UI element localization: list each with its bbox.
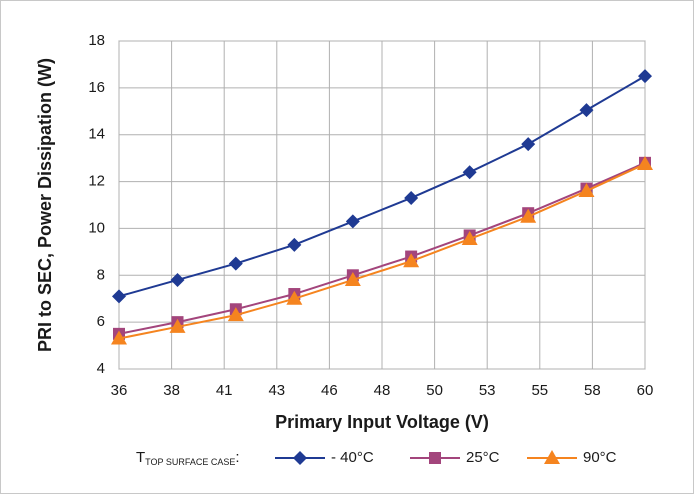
marker xyxy=(345,214,360,229)
x-tick-label: 58 xyxy=(584,382,601,399)
y-tick-label: 6 xyxy=(97,313,105,330)
x-tick-label: 46 xyxy=(321,382,338,399)
legend-title-main: T xyxy=(136,449,145,466)
y-tick-label: 16 xyxy=(88,79,105,96)
series-line xyxy=(118,163,646,340)
series-line xyxy=(118,161,646,335)
legend-title-suffix: : xyxy=(235,449,239,466)
legend-title: TTOP SURFACE CASE: xyxy=(136,449,240,467)
x-tick-label: 53 xyxy=(479,382,496,399)
x-tick-label: 36 xyxy=(111,382,128,399)
legend-marker xyxy=(544,450,560,464)
marker xyxy=(578,182,595,197)
x-tick-label: 43 xyxy=(268,382,285,399)
marker xyxy=(170,272,185,287)
x-tick-label: 60 xyxy=(637,382,654,399)
x-tick-label: 50 xyxy=(426,382,443,399)
x-tick-label: 38 xyxy=(163,382,180,399)
y-tick-label: 12 xyxy=(88,173,105,190)
marker xyxy=(403,253,420,268)
marker xyxy=(344,271,361,286)
marker xyxy=(111,330,127,345)
marker xyxy=(286,290,303,305)
marker xyxy=(287,237,302,252)
marker xyxy=(461,230,478,245)
marker xyxy=(112,289,126,304)
marker xyxy=(462,165,477,180)
legend-label: 90°C xyxy=(583,449,617,466)
y-tick-label: 4 xyxy=(97,360,105,377)
marker xyxy=(521,137,536,152)
marker xyxy=(637,156,653,170)
marker xyxy=(579,103,594,118)
y-tick-label: 10 xyxy=(88,219,105,236)
legend-title-subscript: TOP SURFACE CASE xyxy=(145,457,235,467)
marker xyxy=(520,208,537,223)
y-tick-label: 8 xyxy=(97,266,105,283)
x-tick-label: 41 xyxy=(216,382,233,399)
legend-label: 25°C xyxy=(466,449,500,466)
marker xyxy=(169,318,186,333)
y-tick-label: 18 xyxy=(88,32,105,49)
marker xyxy=(404,190,419,205)
marker xyxy=(227,307,244,322)
legend-marker xyxy=(429,452,441,464)
marker xyxy=(638,69,652,84)
y-axis-title: PRI to SEC, Power Dissipation (W) xyxy=(35,58,55,352)
y-tick-label: 14 xyxy=(88,126,105,143)
series-line xyxy=(118,75,646,298)
x-tick-label: 55 xyxy=(531,382,548,399)
legend-marker xyxy=(293,451,307,465)
marker xyxy=(228,256,243,271)
x-axis-title: Primary Input Voltage (V) xyxy=(275,412,489,432)
x-tick-label: 48 xyxy=(374,382,391,399)
legend-label: - 40°C xyxy=(331,449,374,466)
